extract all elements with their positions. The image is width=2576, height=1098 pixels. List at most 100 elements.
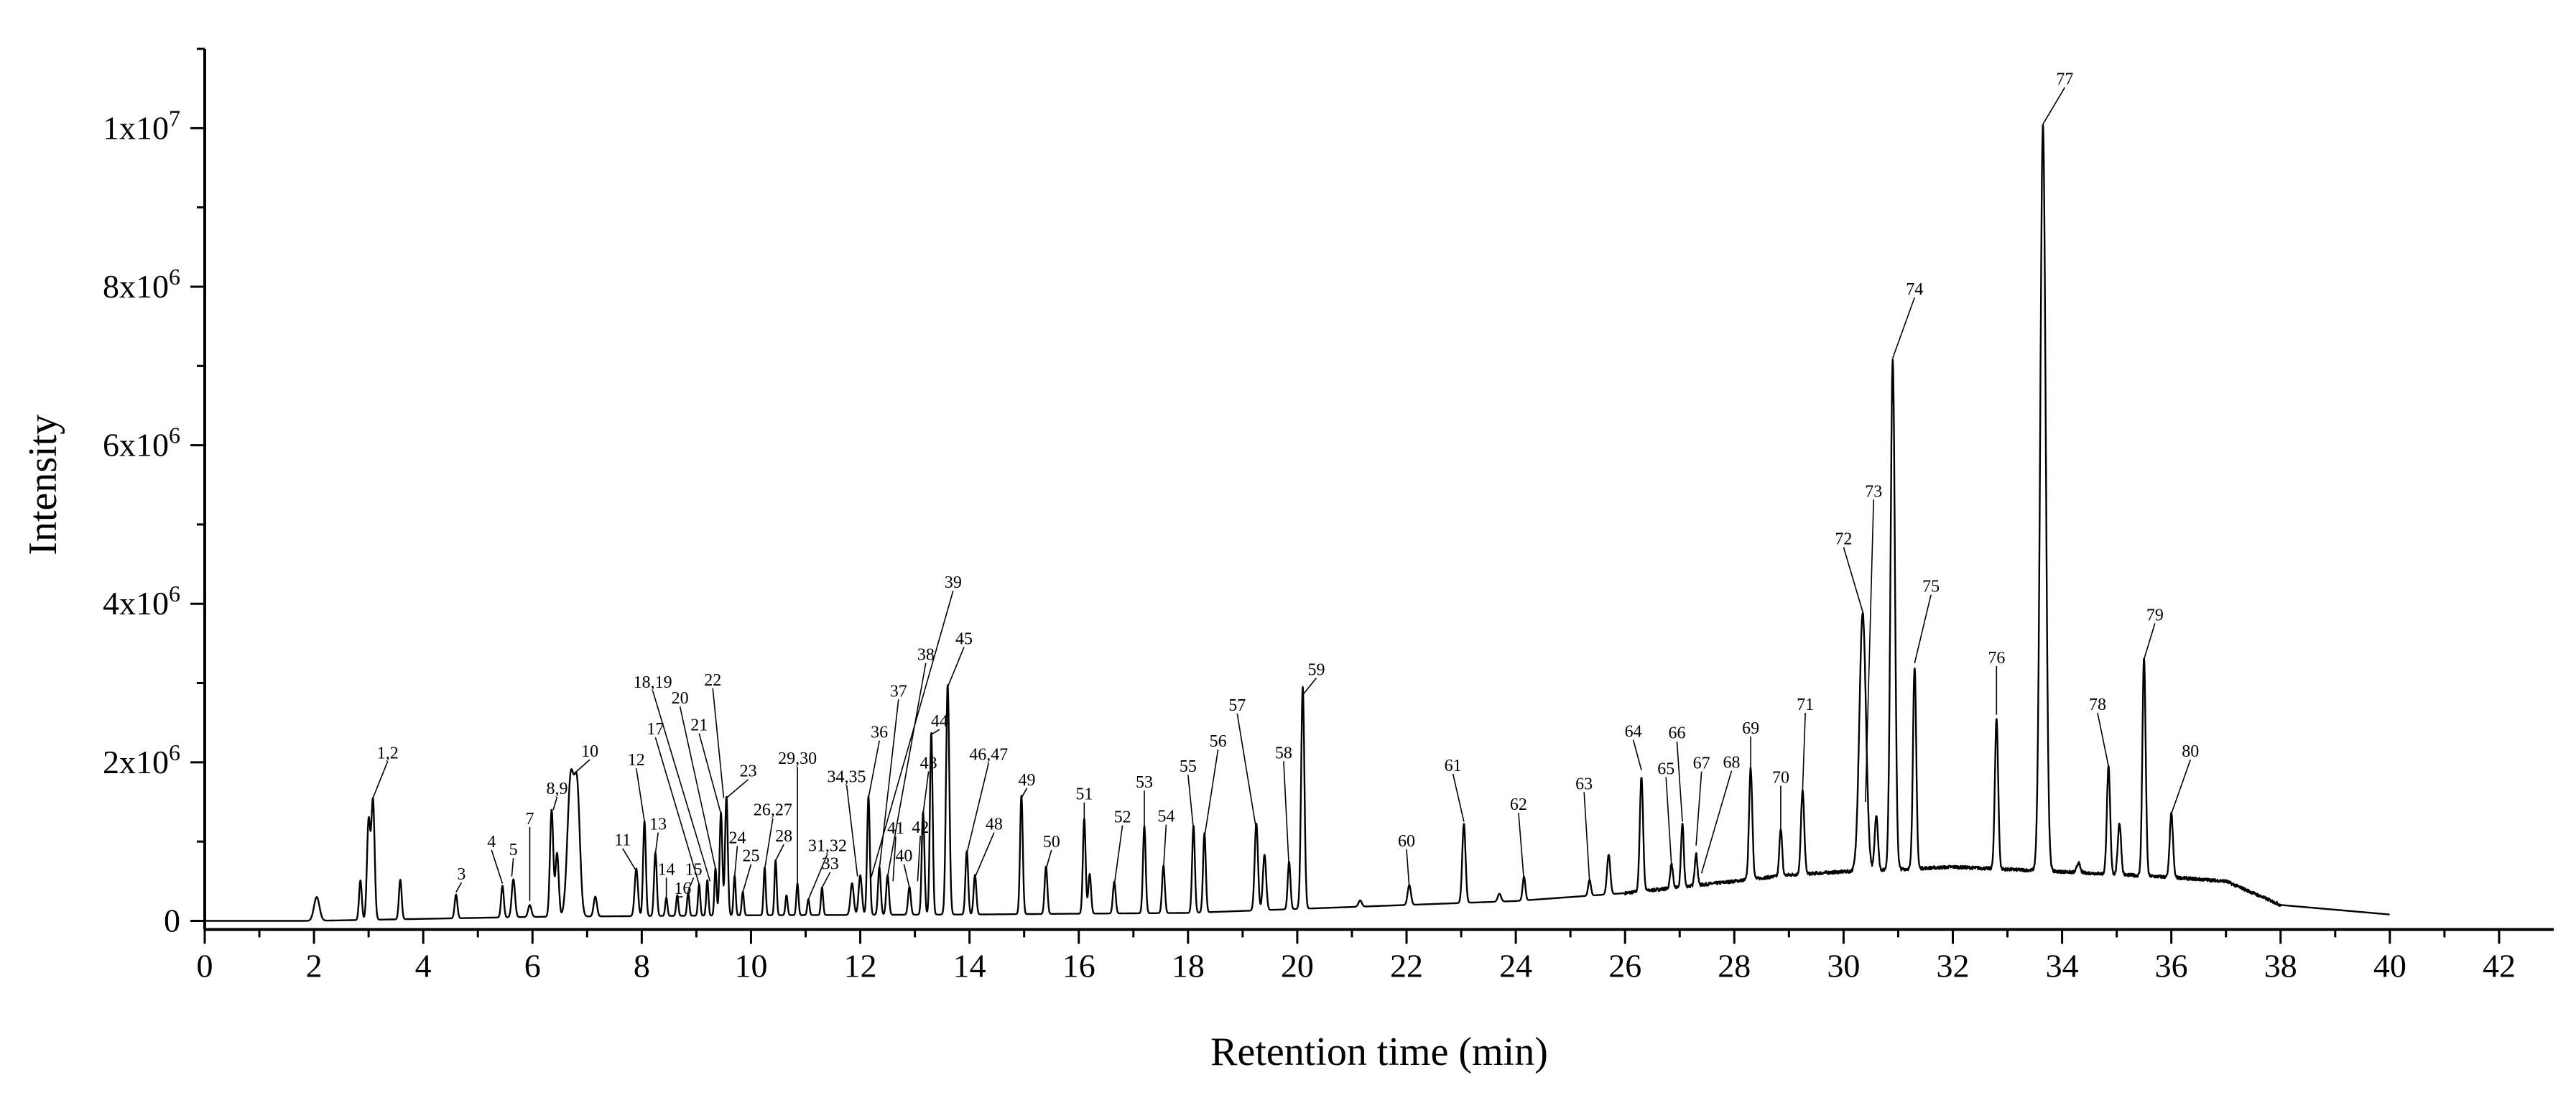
peak-label: 22 (704, 671, 721, 690)
peak-label: 77 (2056, 70, 2073, 89)
peak-label: 7 (525, 810, 534, 829)
peak-label: 64 (1625, 723, 1642, 742)
peak-label: 65 (1657, 760, 1674, 778)
peak-leader-line (1187, 774, 1195, 830)
peak-leader-line (654, 737, 700, 885)
peak-leader-line (652, 690, 711, 882)
peak-leader-line (974, 832, 995, 878)
peak-leader-line (1676, 741, 1683, 822)
peak-label: 51 (1075, 785, 1093, 804)
peak-leader-line (455, 882, 463, 893)
peak-leader-line (635, 768, 645, 822)
peak-leader-line (622, 848, 636, 870)
y-tick-label-base: 6x10 (103, 427, 169, 463)
y-tick-label-exponent: 6 (169, 264, 180, 290)
peak-leader-line (2143, 623, 2156, 660)
peak-label: 13 (649, 816, 667, 834)
peak-label: 29,30 (778, 749, 817, 768)
peak-leader-line (511, 857, 514, 877)
peak-label: 31,32 (808, 836, 847, 855)
x-tick-label: 22 (1390, 947, 1423, 984)
peak-leader-line (1518, 812, 1525, 882)
peak-leader-line (966, 762, 990, 854)
peak-leader-line (712, 688, 725, 798)
peak-leader-line (1802, 712, 1806, 790)
peak-label: 67 (1693, 755, 1710, 773)
x-axis-ticks: 0 2 4 6 8 10 12 14 16 18 20 22 24 26 28 30 32 34 36 38 40 42 (197, 929, 2516, 984)
peak-leader-line (1665, 777, 1672, 866)
x-tick-label: 24 (1499, 947, 1532, 984)
peak-leader-line (807, 854, 828, 900)
peak-label: 61 (1445, 757, 1462, 775)
y-tick-label-exponent: 6 (169, 739, 180, 765)
peak-label: 50 (1043, 833, 1060, 852)
peak-label: 36 (871, 724, 888, 742)
peak-label: 68 (1723, 754, 1741, 772)
peak-label: 66 (1668, 724, 1685, 743)
x-tick-label: 26 (1608, 947, 1641, 984)
peak-label: 69 (1742, 719, 1759, 738)
x-tick-label: 2 (306, 947, 323, 984)
y-tick-label-base: 2x10 (103, 744, 169, 780)
peak-label: 44 (931, 712, 948, 731)
peak-leader-line (2170, 759, 2192, 814)
y-tick-label-base: 0 (164, 902, 180, 938)
peak-label: 12 (628, 751, 645, 770)
y-tick-label-exponent: 7 (169, 105, 180, 131)
peak-leader-line (1162, 824, 1167, 869)
peak-leader-line (2097, 712, 2110, 767)
peak-leader-line (1865, 499, 1875, 803)
y-tick-label: 8x106 (103, 264, 180, 305)
x-tick-label: 18 (1172, 947, 1205, 984)
peak-leader-line (733, 846, 738, 877)
peak-leader-line (1203, 749, 1219, 838)
peak-label: 74 (1906, 280, 1923, 299)
peak-leader-line (1236, 713, 1257, 830)
peak-label: 76 (1988, 649, 2005, 668)
peak-leader-line (845, 785, 858, 877)
peak-label: 37 (890, 682, 907, 701)
peak-leader-line (774, 844, 784, 861)
peak-label: 48 (986, 816, 1003, 834)
peak-leader-line (1113, 825, 1123, 885)
x-tick-label: 12 (844, 947, 877, 984)
peak-label: 75 (1922, 578, 1940, 596)
peak-label: 63 (1575, 775, 1593, 793)
x-tick-label: 14 (953, 947, 986, 984)
peak-leader-line (1843, 547, 1863, 612)
peak-leader-line (726, 779, 749, 799)
peak-label: 16 (674, 880, 691, 898)
peak-label: 52 (1114, 808, 1131, 827)
y-tick-label-base: 1x10 (103, 109, 169, 146)
peak-label: 21 (690, 716, 708, 735)
x-tick-label: 28 (1718, 947, 1751, 984)
y-tick-label-exponent: 6 (169, 423, 180, 448)
peak-leader-line (886, 663, 927, 877)
x-tick-label: 0 (197, 947, 213, 984)
y-tick-label: 1x107 (103, 105, 180, 146)
peak-leader-line (917, 835, 922, 882)
peak-leader-line (870, 590, 954, 878)
annotation-leaders (372, 87, 2192, 901)
peak-leader-line (573, 759, 590, 775)
x-tick-label: 8 (634, 947, 650, 984)
peak-label: 33 (822, 855, 839, 874)
x-tick-label: 16 (1062, 947, 1095, 984)
peak-leader-line (1452, 773, 1465, 822)
peak-label: 25 (742, 847, 759, 866)
peak-label: 46,47 (969, 746, 1008, 765)
peak-label: 38 (917, 646, 935, 665)
peak-label: 1,2 (377, 744, 399, 762)
peak-label: 15 (685, 860, 703, 879)
peak-label: 54 (1157, 808, 1175, 826)
x-tick-label: 42 (2483, 947, 2516, 984)
x-tick-label: 20 (1281, 947, 1314, 984)
peak-leader-line (491, 849, 504, 884)
peak-label: 72 (1835, 530, 1852, 548)
peak-leader-line (698, 733, 722, 814)
peak-label: 71 (1797, 696, 1814, 714)
peak-label: 45 (955, 629, 973, 648)
peak-leader-line (2042, 87, 2066, 125)
